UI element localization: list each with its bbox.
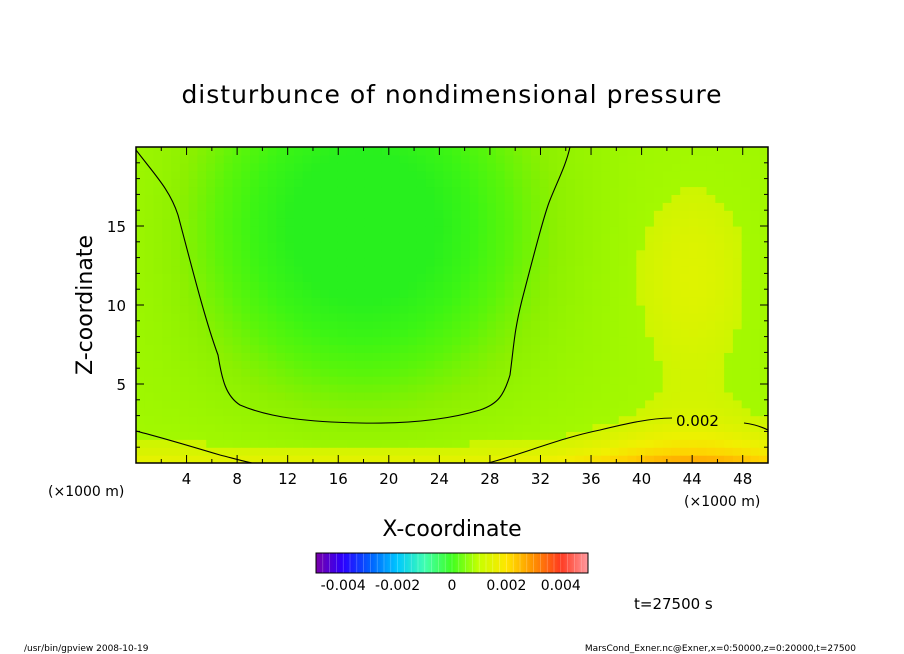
footer-right: MarsCond_Exner.nc@Exner,x=0:50000,z=0:20…	[585, 644, 856, 654]
contour-line-lower-left	[136, 430, 253, 463]
y-tick-label: 5	[116, 376, 126, 394]
footer-left: /usr/bin/gpview 2008-10-19	[24, 644, 149, 654]
y-axis-label: Z-coordinate	[73, 235, 98, 375]
x-tick-label: 20	[379, 470, 398, 488]
x-tick-label: 32	[531, 470, 550, 488]
colorbar-frame	[315, 552, 589, 574]
y-tick-label: 10	[107, 297, 126, 315]
y-tick-label: 15	[107, 218, 126, 236]
x-tick-label: 16	[329, 470, 348, 488]
colorbar-tick-label: -0.002	[375, 578, 420, 594]
contour-lines	[136, 147, 768, 463]
time-label: t=27500 s	[634, 595, 713, 613]
colorbar-tick-label: 0.002	[486, 578, 526, 594]
x-axis-units-right: (×1000 m)	[684, 494, 760, 510]
colorbar-tick-label: 0	[448, 578, 457, 594]
colorbar-gradient	[316, 553, 588, 573]
colorbar-tick-label: -0.004	[321, 578, 366, 594]
contour-label: 0.002	[676, 412, 719, 430]
heatmap-field	[136, 147, 768, 463]
x-tick-label: 36	[581, 470, 600, 488]
x-tick-label: 4	[182, 470, 192, 488]
x-tick-label: 40	[632, 470, 651, 488]
contour-line-upper	[136, 147, 571, 424]
axis-ticks	[136, 147, 768, 463]
contour-line-lower-right	[487, 417, 673, 463]
x-axis-units-left: (×1000 m)	[48, 484, 124, 500]
x-tick-label: 12	[278, 470, 297, 488]
x-axis-label: X-coordinate	[382, 517, 521, 542]
colorbar: -0.004 -0.002 0 0.002 0.004	[315, 552, 589, 594]
x-tick-label: 48	[733, 470, 752, 488]
x-tick-label: 8	[232, 470, 242, 488]
colorbar-tick-label: 0.004	[541, 578, 581, 594]
x-tick-label: 24	[430, 470, 449, 488]
x-tick-label: 28	[480, 470, 499, 488]
contour-line-lower-right-end	[743, 422, 768, 431]
chart-title: disturbunce of nondimensional pressure	[181, 80, 722, 109]
x-tick-label: 44	[683, 470, 702, 488]
